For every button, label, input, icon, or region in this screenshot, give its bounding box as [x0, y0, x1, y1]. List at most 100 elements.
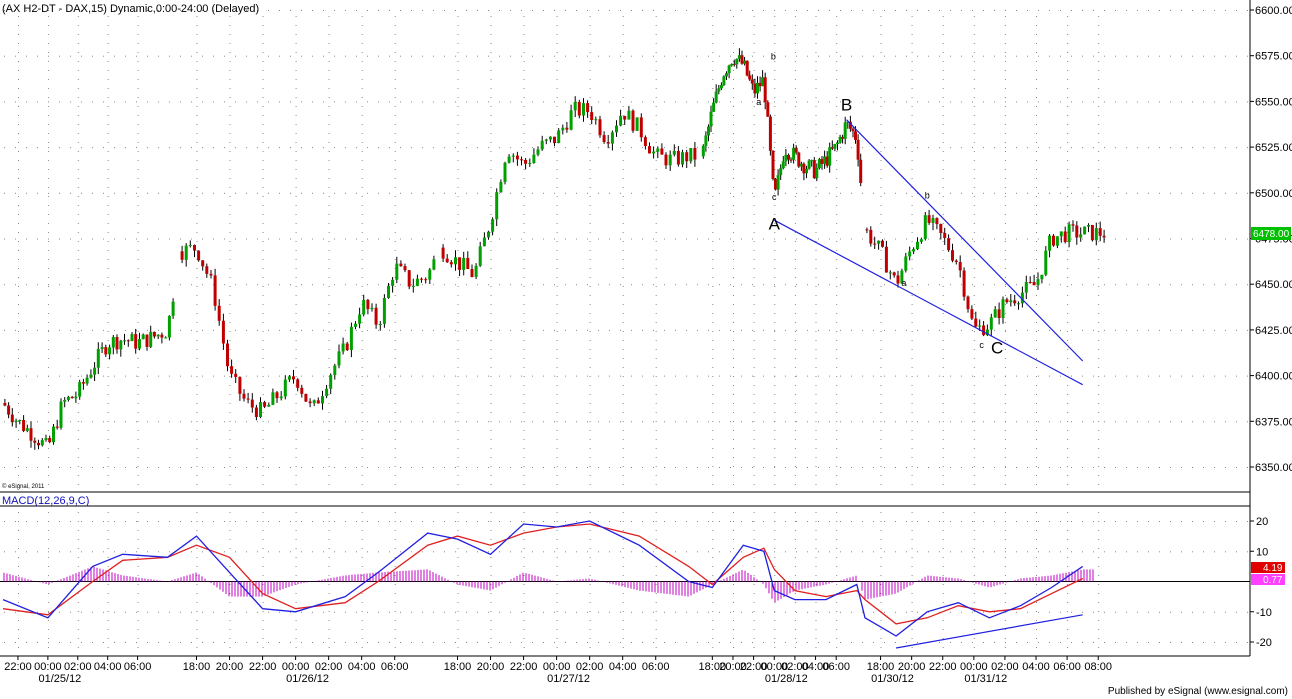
grid-dot: [1036, 43, 1037, 44]
grid-dot: [224, 238, 225, 240]
candle-body: [130, 334, 134, 341]
grid-dot: [712, 169, 714, 170]
grid-dot: [631, 10, 632, 11]
grid-dot: [47, 340, 49, 341]
grid-dot: [1236, 611, 1237, 613]
grid-dot: [815, 277, 817, 278]
grid-dot: [490, 385, 492, 386]
grid-dot: [196, 286, 198, 287]
grid-dot: [1192, 284, 1193, 286]
grid-dot: [361, 349, 363, 350]
grid-dot: [911, 178, 913, 179]
grid-dot: [295, 548, 297, 549]
grid-dot: [836, 16, 838, 17]
grid-dot: [774, 421, 775, 423]
grid-dot: [18, 439, 19, 440]
grid-dot: [107, 286, 109, 287]
grid-dot: [457, 584, 459, 585]
grid-dot: [1036, 629, 1037, 630]
grid-dot: [18, 566, 19, 567]
grid-dot: [523, 394, 525, 395]
grid-dot: [455, 421, 456, 423]
grid-dot: [328, 421, 330, 422]
grid-dot: [433, 284, 434, 286]
grid-dot: [490, 295, 492, 296]
candle-body: [432, 259, 436, 270]
grid-dot: [753, 394, 755, 395]
grid-dot: [59, 284, 60, 286]
grid-dot: [26, 467, 27, 468]
grid-dot: [1060, 642, 1061, 643]
grid-dot: [334, 101, 335, 103]
grid-dot: [1004, 403, 1006, 404]
grid-dot: [587, 147, 588, 149]
grid-dot: [1027, 329, 1028, 331]
grid-dot: [973, 647, 975, 648]
grid-dot: [939, 55, 940, 57]
grid-dot: [815, 70, 817, 71]
candle-body: [279, 396, 283, 399]
grid-dot: [622, 205, 624, 206]
grid-dot: [1036, 187, 1037, 188]
grid-dot: [815, 187, 817, 188]
grid-dot: [394, 521, 396, 522]
grid-dot: [356, 55, 357, 57]
grid-dot: [556, 331, 558, 332]
grid-dot: [589, 106, 591, 107]
candle-body: [970, 309, 974, 319]
grid-dot: [994, 101, 995, 103]
grid-dot: [753, 620, 755, 621]
grid-dot: [655, 593, 657, 594]
grid-dot: [794, 593, 796, 594]
grid-dot: [807, 467, 808, 468]
grid-dot: [911, 575, 913, 576]
grid-dot: [295, 313, 297, 314]
grid-dot: [815, 16, 817, 17]
grid-dot: [47, 629, 49, 630]
grid-dot: [389, 467, 390, 468]
grid-dot: [279, 642, 280, 643]
grid-dot: [1137, 521, 1138, 522]
grid-dot: [556, 539, 558, 540]
grid-dot: [1049, 642, 1050, 643]
grid-dot: [973, 466, 975, 467]
grid-dot: [37, 101, 38, 103]
grid-dot: [48, 55, 49, 57]
grid-dot: [1098, 557, 1100, 558]
grid-dot: [77, 430, 79, 431]
grid-dot: [18, 611, 19, 612]
grid-dot: [328, 151, 330, 152]
grid-dot: [1036, 169, 1037, 170]
grid-dot: [295, 512, 297, 513]
grid-dot: [523, 178, 525, 179]
grid-dot: [565, 421, 566, 423]
grid-dot: [733, 439, 734, 440]
grid-dot: [295, 88, 297, 89]
grid-dot: [312, 375, 313, 377]
grid-dot: [851, 10, 852, 11]
grid-dot: [794, 304, 796, 305]
grid-dot: [622, 106, 624, 107]
grid-dot: [1203, 421, 1204, 423]
grid-dot: [752, 101, 753, 103]
grid-dot: [840, 329, 841, 331]
grid-dot: [18, 304, 19, 305]
grid-dot: [836, 124, 838, 125]
grid-dot: [753, 367, 755, 368]
grid-dot: [719, 329, 720, 331]
grid-dot: [477, 467, 478, 468]
grid-dot: [774, 160, 776, 161]
grid-dot: [620, 192, 621, 194]
grid-dot: [394, 169, 396, 170]
grid-dot: [655, 548, 657, 549]
grid-dot: [279, 147, 280, 149]
grid-dot: [77, 611, 79, 612]
grid-dot: [733, 638, 734, 639]
candle-body: [594, 119, 598, 121]
grid-dot: [1036, 124, 1037, 125]
grid-dot: [107, 611, 109, 612]
candle-body: [1102, 235, 1106, 238]
grid-dot: [708, 101, 709, 103]
grid-dot: [394, 629, 396, 630]
grid-dot: [587, 611, 588, 613]
